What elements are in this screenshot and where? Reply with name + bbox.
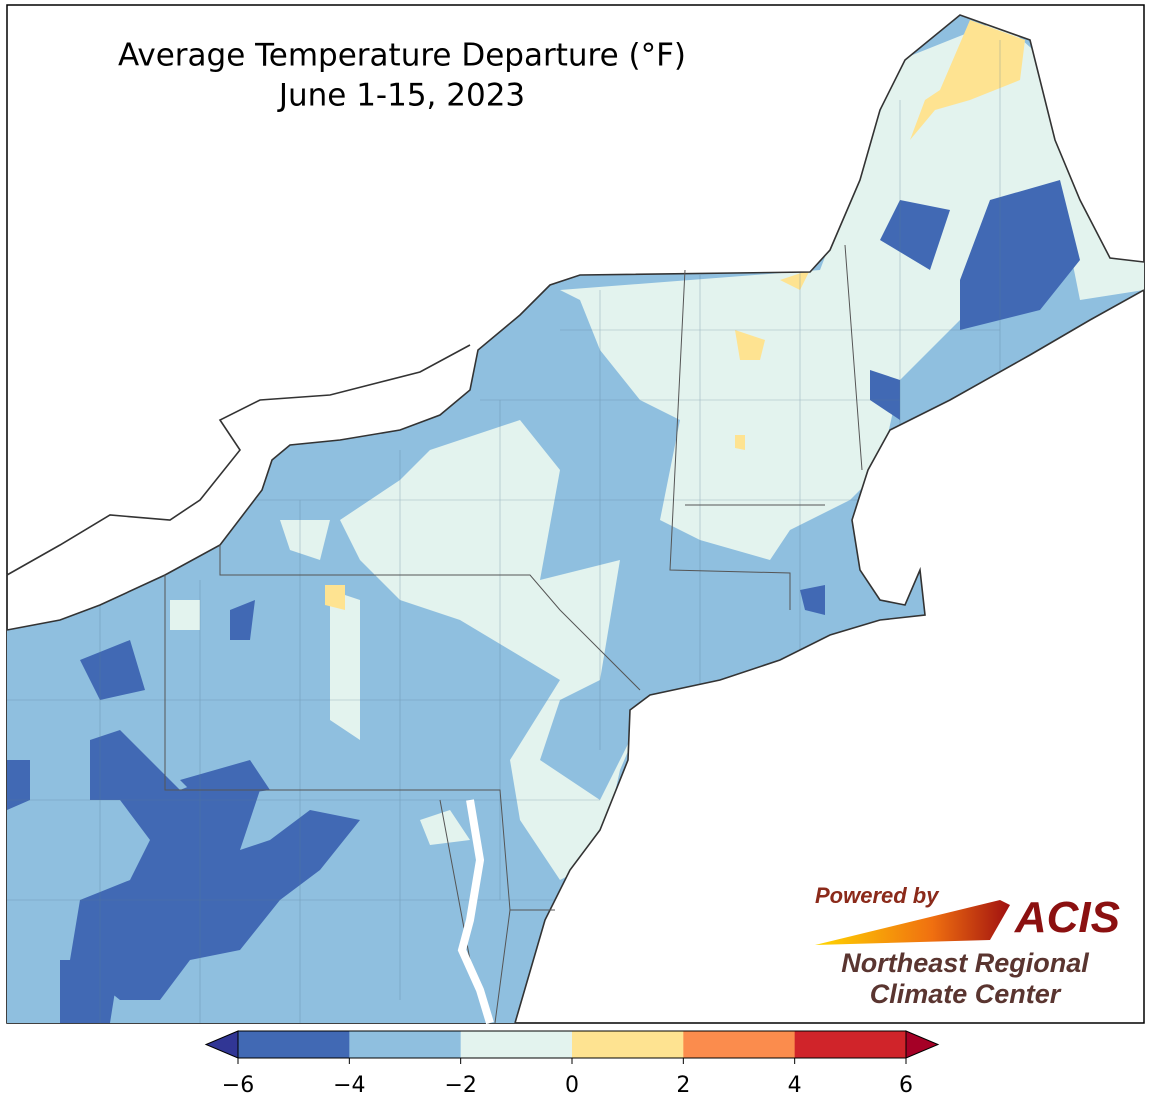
colorbar: −6 −4 −2 0 2 4 6 [204, 1030, 940, 1098]
colorbar-segment [572, 1031, 684, 1058]
colorbar-tick-label: 2 [676, 1073, 690, 1098]
colorbar-segment [683, 1031, 796, 1058]
colorbar-segment [794, 1031, 907, 1058]
logo-swoosh [815, 900, 1010, 945]
chesapeake-bay [457, 799, 494, 1025]
colorbar-segment [460, 1031, 573, 1058]
colorbar-segment [238, 1031, 350, 1058]
colorbar-tick-label: 0 [565, 1073, 579, 1098]
colorbar-under [204, 1030, 239, 1059]
logo-line2: Climate Center [870, 979, 1062, 1009]
logo: Powered by ACIS Northeast Regional Clima… [815, 883, 1120, 1009]
colorbar-tick-label: 4 [788, 1073, 802, 1098]
coastline [6, 14, 1145, 1024]
lake-shore [6, 344, 471, 576]
map-subtitle: June 1-15, 2023 [277, 78, 525, 114]
state-borders [164, 244, 863, 1024]
colorbar-tick-label: −2 [444, 1073, 476, 1098]
colorbar-tick-label: 6 [899, 1073, 913, 1098]
logo-acis: ACIS [1014, 893, 1120, 942]
colorbar-segment [349, 1031, 462, 1058]
map-title: Average Temperature Departure (°F) [118, 38, 686, 74]
zone-cold [7, 180, 1080, 1023]
zone-warm [325, 20, 1025, 610]
colorbar-over [905, 1030, 940, 1059]
colorbar-tick-label: −4 [333, 1073, 365, 1098]
logo-line1: Northeast Regional [841, 948, 1089, 978]
colorbar-tick-label: −6 [222, 1073, 254, 1098]
logo-powered: Powered by [815, 883, 940, 908]
